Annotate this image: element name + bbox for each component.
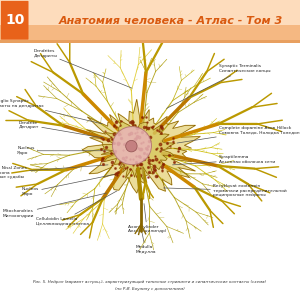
Text: Nucleus
Ядро: Nucleus Ядро: [17, 146, 112, 155]
Text: Axon Cylinder
Аксон (цилиндр): Axon Cylinder Аксон (цилиндр): [128, 204, 166, 233]
Text: Nucleos
Ядро: Nucleos Ядро: [22, 174, 117, 196]
Text: Dendrite
Дендрит: Dendrite Дендрит: [19, 121, 104, 138]
Text: (по Р.И. Боулину с дополнением): (по Р.И. Боулину с дополнением): [115, 287, 185, 291]
Polygon shape: [101, 120, 175, 179]
Text: Dendrites
Дендриты: Dendrites Дендриты: [33, 49, 132, 88]
Text: Medulla
Медулла: Medulla Медулла: [135, 228, 156, 254]
Text: Ret.gyrus; Nissl Zones
Тело нейрона
тигроидные судьбы: Ret.gyrus; Nissl Zones Тело нейрона тигр…: [0, 165, 108, 179]
Text: Comeglio Synaptic
Контакты на дендритах: Comeglio Synaptic Контакты на дендритах: [0, 99, 102, 124]
Text: Syraptilemma
Аксонная оболочка сети: Syraptilemma Аксонная оболочка сети: [172, 155, 275, 165]
Text: Mitochondries
Митохондрии: Mitochondries Митохондрии: [3, 193, 106, 218]
Polygon shape: [82, 99, 200, 193]
Text: Рис. 5. Нейрон (вариант астроц.), характеризующий типичные стриминги и синаптиче: Рис. 5. Нейрон (вариант астроц.), характ…: [33, 280, 267, 284]
Text: Complete dopamine Axon Hillock
Сомовна Толедо, Нолодка Толедон: Complete dopamine Axon Hillock Сомовна Т…: [177, 126, 300, 143]
Text: Synaptic Terminalis
Синаптические концы: Synaptic Terminalis Синаптические концы: [167, 64, 271, 108]
Text: Recyklovat exotermin
терминали распределительной
реципрокные нейроны: Recyklovat exotermin терминали распредел…: [164, 184, 287, 197]
Ellipse shape: [112, 127, 152, 165]
Text: Анатомия человека - Атлас - Том 3: Анатомия человека - Атлас - Том 3: [59, 16, 283, 26]
Ellipse shape: [126, 140, 137, 152]
Text: 10: 10: [5, 13, 24, 27]
Text: Celluloidin Lamella
Целлюлоидная пленка: Celluloidin Lamella Целлюлоидная пленка: [35, 191, 117, 226]
